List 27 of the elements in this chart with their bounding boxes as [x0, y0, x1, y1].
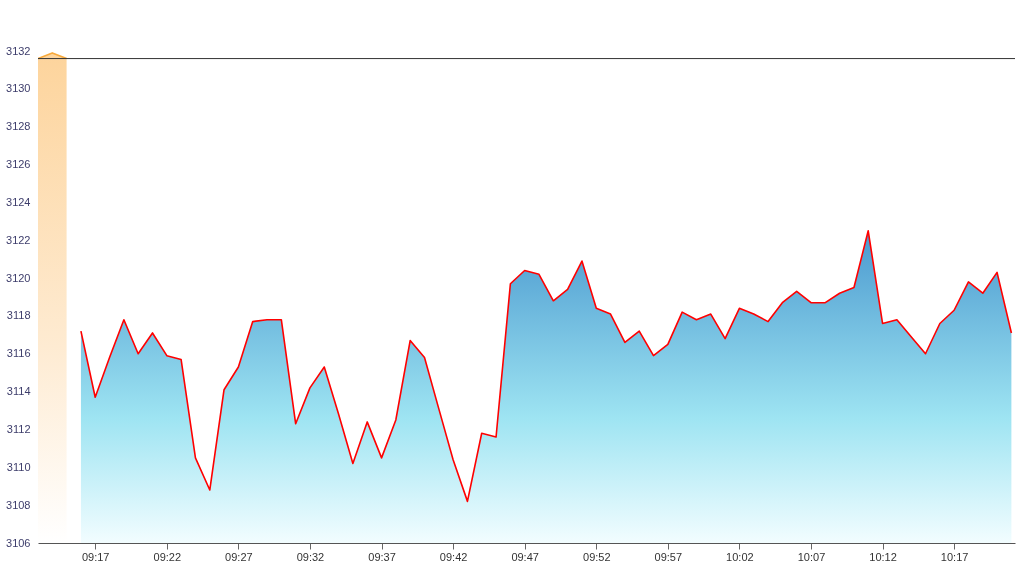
x-tick-label: 10:12	[869, 550, 897, 563]
x-tick-label: 09:22	[153, 550, 182, 563]
x-tick-label: 10:02	[726, 550, 754, 563]
x-tick-label: 10:17	[940, 550, 969, 563]
y-tick-label: 3120	[6, 271, 31, 284]
y-tick-label: 3128	[6, 120, 31, 133]
x-tick-label: 09:17	[81, 550, 110, 563]
y-tick-label: 3118	[6, 309, 31, 322]
y-tick-label: 3110	[6, 460, 31, 473]
y-tick-label: 3116	[6, 347, 31, 360]
x-tick-label: 10:07	[797, 550, 826, 563]
x-tick-label: 09:47	[511, 550, 539, 563]
x-tick-label: 09:57	[654, 550, 683, 563]
y-tick-label: 3114	[6, 385, 31, 398]
y-tick-label: 3124	[6, 195, 31, 208]
x-tick-label: 09:27	[225, 550, 253, 563]
y-tick-label: 3126	[6, 158, 31, 171]
x-tick-label: 09:32	[296, 550, 325, 563]
x-tick-label: 09:52	[583, 550, 611, 563]
x-tick-label: 09:37	[368, 550, 396, 563]
y-tick-label: 3130	[6, 82, 31, 95]
y-tick-label: 3132	[6, 44, 31, 57]
x-tick-label: 09:42	[439, 550, 468, 563]
y-tick-label: 3112	[6, 422, 31, 435]
y-tick-label: 3122	[6, 233, 31, 246]
y-tick-label: 3108	[6, 498, 31, 511]
y-tick-label: 3106	[6, 536, 31, 549]
